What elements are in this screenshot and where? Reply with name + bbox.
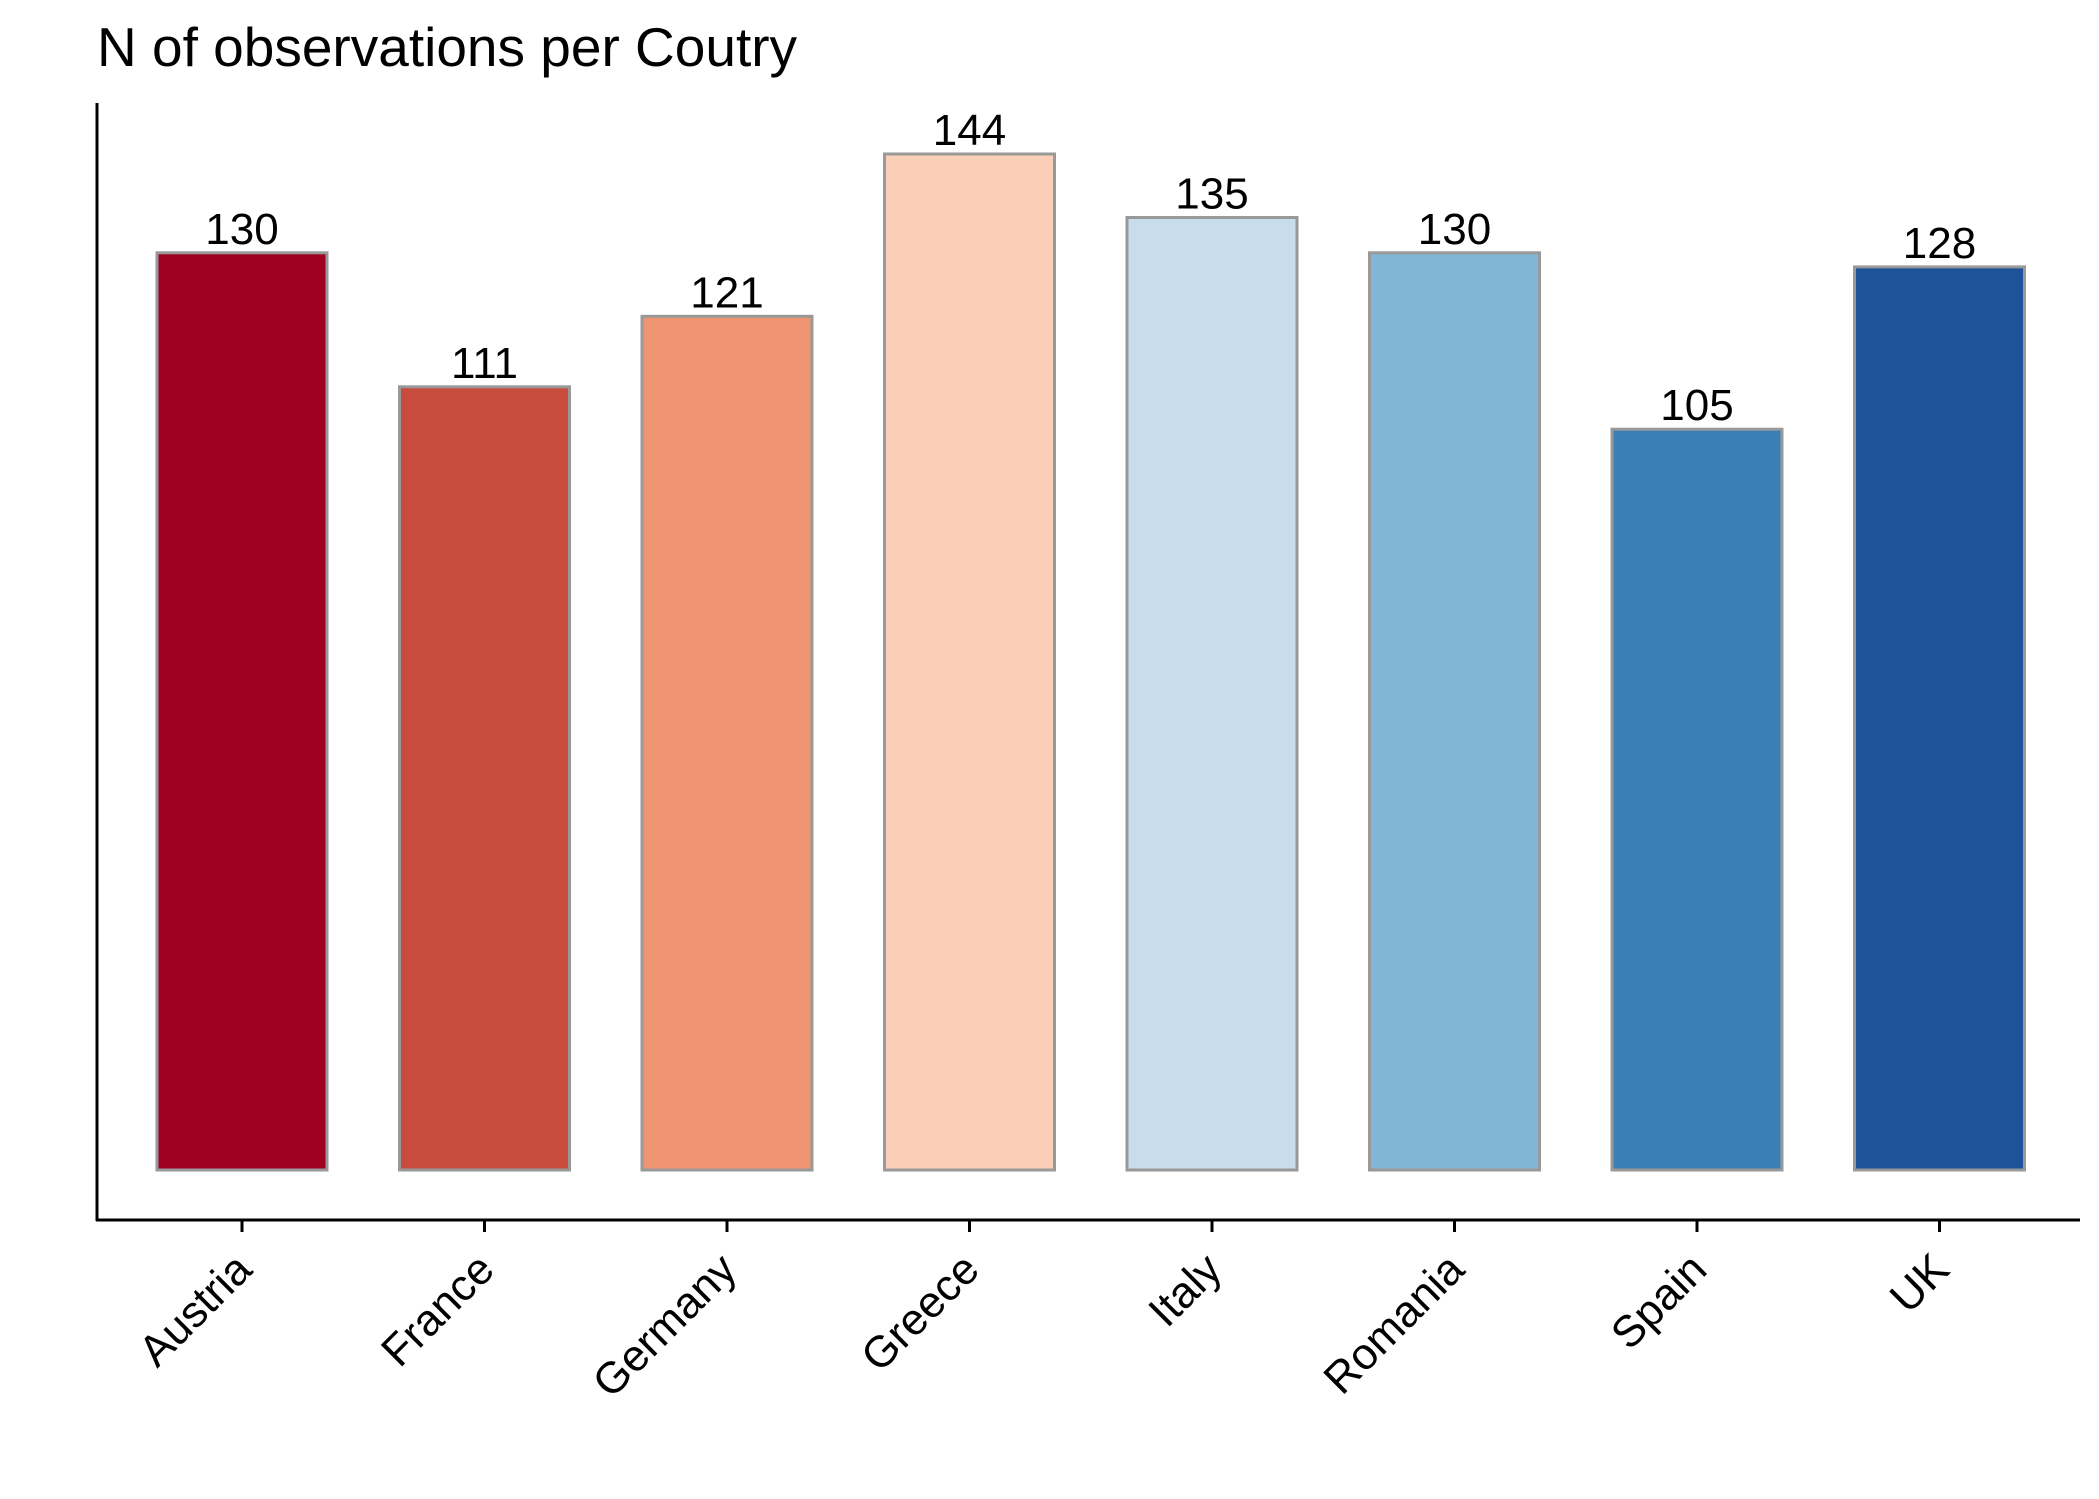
bar-value-label-germany: 121 <box>690 268 763 317</box>
bar-value-label-spain: 105 <box>1660 381 1733 430</box>
bar-value-label-romania: 130 <box>1418 205 1491 254</box>
bar-value-label-austria: 130 <box>205 205 278 254</box>
bar-germany <box>640 314 814 1172</box>
bar-france <box>398 385 571 1172</box>
chart-title: N of observations per Coutry <box>97 16 798 78</box>
bar-uk <box>1853 265 2026 1172</box>
bar-austria <box>155 251 329 1172</box>
bar-spain <box>1610 427 1784 1172</box>
bar-italy <box>1125 216 1299 1172</box>
bar-value-label-france: 111 <box>451 339 518 388</box>
bar-labels-layer: 130 111 121 144 135 130 105 128 <box>205 106 1976 430</box>
bar-value-label-uk: 128 <box>1903 219 1976 268</box>
bar-value-label-italy: 135 <box>1175 170 1248 219</box>
bar-romania <box>1368 251 1541 1172</box>
bars-layer <box>155 152 2026 1172</box>
bar-greece <box>883 152 1056 1172</box>
bar-value-label-greece: 144 <box>933 106 1006 155</box>
